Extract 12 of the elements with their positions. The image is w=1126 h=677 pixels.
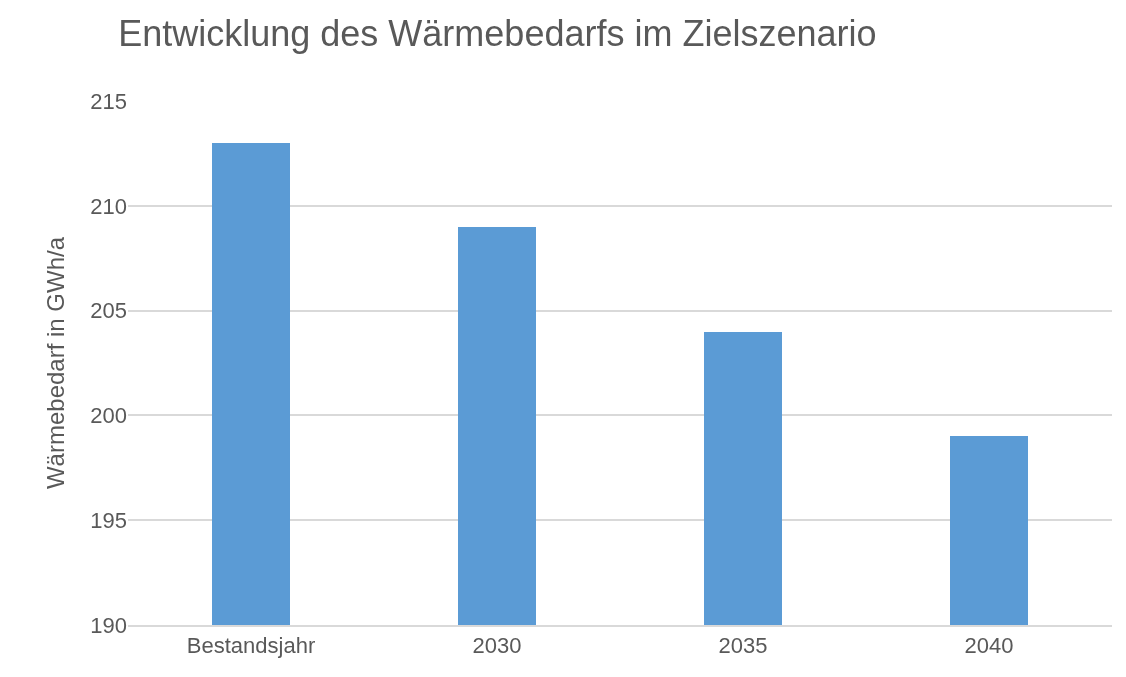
- y-tick-label: 200: [90, 403, 127, 429]
- y-tick-label: 190: [90, 612, 127, 638]
- y-tick-label: 210: [90, 193, 127, 219]
- x-tick-label: 2030: [472, 633, 522, 659]
- x-tick-label: 2035: [718, 633, 768, 659]
- chart-title: Entwicklung des Wärmebedarfs im Zielszenario: [118, 12, 877, 54]
- x-tick-label: 2040: [964, 633, 1014, 659]
- y-tick-label: 195: [90, 507, 127, 533]
- y-axis-title: Wärmebedarf in GWh/a: [42, 236, 70, 490]
- y-tick-label: 205: [90, 298, 127, 324]
- x-tick-label: Bestandsjahr: [186, 633, 316, 659]
- y-tick-label: 215: [90, 88, 127, 114]
